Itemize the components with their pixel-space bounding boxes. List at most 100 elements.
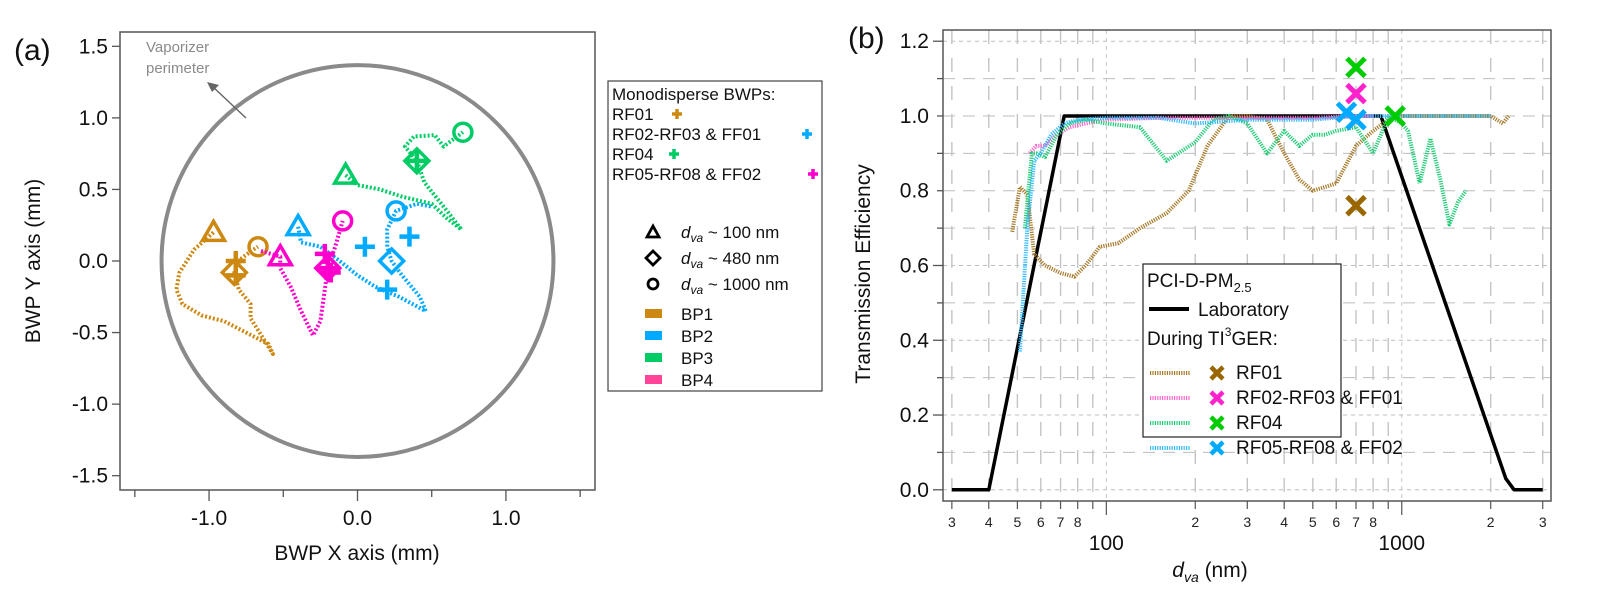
x-tick-label: 1.0 [491,507,520,530]
legend-a-title: Monodisperse BWPs: [612,85,775,104]
legend-b-entry-label: RF05-RF08 & FF02 [1236,438,1403,459]
panel-a-plot-area [174,121,474,356]
diamond-marker-bp4 [313,253,343,283]
y-tick-label: 0.0 [79,250,108,273]
legend-a-swatch-label: BP3 [681,349,713,368]
series-line-rf05-rf08-ff02 [1017,114,1491,352]
vaporizer-perimeter-circle [159,63,556,459]
x-minor-tick-label: 7 [1352,514,1360,530]
trajectory-bp2 [296,201,433,314]
panel-a-y-axis-title: BWP Y axis (mm) [22,179,45,344]
triangle-marker-bp4 [266,242,295,267]
panel-b-label: (b) [848,22,885,55]
legend-b-x-icon [1209,390,1225,406]
y-tick-label: 1.5 [79,35,108,58]
dva-sub: va [690,283,703,297]
y-tick-label: 0.5 [79,178,108,201]
legend-b-entry-label: RF04 [1236,413,1283,434]
legend-a-box [607,80,823,392]
x-minor-tick-label: 8 [1369,514,1377,530]
x-major-tick-label: 100 [1089,532,1124,555]
panel-b-y-axis-title: Transmission Efficiency [852,164,875,384]
circle-marker-bp1 [247,235,269,258]
x-tick-label: -1.0 [191,507,227,530]
x-marker-rf04 [1345,56,1367,79]
x-title-unit: (nm) [1199,559,1248,582]
legend-b-x-icon [1209,415,1225,431]
monodisperse-cross-marker [399,226,420,247]
circle-marker-bp4 [331,210,354,232]
legend-b-box [1142,263,1342,438]
legend-a-cross-label: RF02-RF03 & FF01 [612,125,761,144]
x-minor-tick-label: 6 [1037,514,1045,530]
legend-a-swatch-label: BP1 [681,305,713,324]
legend-a-shape-label: dva ~ 480 nm [681,249,779,271]
y-tick-label: -1.0 [72,393,108,416]
x-minor-tick-label: 4 [1280,514,1288,530]
legend-a-cross-icon [808,169,818,179]
y-tick-label: 1.0 [79,107,108,130]
panel-a-y-axis: 1.5 1.0 0.5 0.0 -0.5 -1.0 -1.5 [72,35,120,488]
x-marker-rf02-rf03-ff01 [1345,82,1367,105]
dva-sub: va [690,231,703,245]
during-b: GER: [1231,329,1277,350]
circle-marker-bp3 [452,121,474,143]
legend-b-laboratory-label: Laboratory [1198,300,1289,321]
legend-a-shape-label: dva ~ 1000 nm [681,275,789,297]
panel-a-frame [119,31,596,491]
y-tick-label: 0.8 [900,180,929,203]
vaporizer-arrow [207,82,247,119]
legend-a-shape-label: dva ~ 100 nm [681,223,779,245]
panel-b-x-axis-title: dva (nm) [1172,559,1247,585]
x-minor-tick-label: 2 [1487,514,1495,530]
legend-a-cross-icon [672,109,682,119]
triangle-marker-bp1 [199,217,228,243]
vaporizer-annotation-line1: Vaporizer [146,39,209,56]
trajectory-bp3 [344,130,465,232]
y-tick-label: 1.0 [900,105,929,128]
legend-a-cross-label: RF01 [612,105,654,124]
monodisperse-cross-marker [225,265,246,286]
dva-rest: ~ 1000 nm [703,275,789,294]
dva-sub: va [690,257,703,271]
y-tick-label: -0.5 [72,322,108,345]
legend-a-cross-label: RF04 [612,145,654,164]
monodisperse-cross-marker [317,258,338,279]
x-minor-tick-label: 3 [948,514,956,530]
panel-b-y-axis: 0.0 0.2 0.4 0.6 0.8 1.0 1.2 [900,30,943,502]
x-minor-tick-label: 5 [1013,514,1021,530]
x-minor-tick-label: 2 [1191,514,1199,530]
triangle-marker-bp2 [284,212,313,237]
vaporizer-annotation-line2: perimeter [146,60,209,77]
dva-d: d [681,249,691,268]
y-tick-label: 0.4 [900,329,930,352]
monodisperse-cross-marker [320,262,341,283]
diamond-marker-bp3 [402,146,432,176]
triangle-marker-bp3 [331,160,360,185]
trajectory-bp1 [174,230,275,356]
legend-b-title-main: PCI-D-PM [1147,271,1234,292]
legend-b-x-icon [1209,365,1225,381]
legend-a-swatch [645,353,662,362]
y-tick-label: -1.5 [72,465,108,488]
x-title-sub: va [1184,569,1199,585]
x-major-tick-label: 1000 [1378,532,1425,555]
panel-a-label: (a) [14,34,51,67]
panel-a-x-axis: -1.0 0.0 1.0 [134,490,581,530]
dva-rest: ~ 480 nm [703,249,779,268]
x-minor-tick-label: 4 [985,514,993,530]
legend-b-during-label: During TI3GER: [1147,325,1278,350]
x-minor-tick-label: 5 [1309,514,1317,530]
legend-a-triangle-icon [644,223,662,239]
monodisperse-cross-marker [354,236,375,257]
legend-a-cross-icon [802,129,812,139]
dva-rest: ~ 100 nm [703,223,779,242]
y-tick-label: 1.2 [900,30,929,53]
y-tick-label: 0.2 [900,404,929,427]
dva-d: d [681,223,691,242]
panel-a-x-axis-title: BWP X axis (mm) [274,542,439,565]
legend-a-circle-icon [646,277,660,291]
dva-d: d [681,275,691,294]
y-tick-label: 0.0 [900,479,929,502]
